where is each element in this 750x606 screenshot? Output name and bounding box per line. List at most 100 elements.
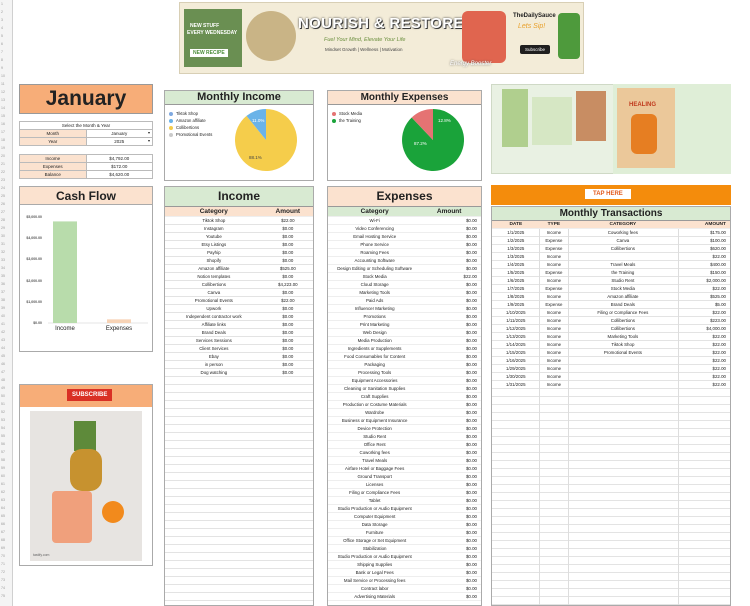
income-row-amount[interactable]: $0.00 <box>282 314 294 319</box>
transaction-date[interactable]: 1/3/2025 <box>507 246 525 251</box>
expenses-row-amount[interactable]: $0.00 <box>465 466 477 471</box>
expenses-row-amount[interactable]: $0.00 <box>465 346 477 351</box>
transaction-date[interactable]: 1/8/2025 <box>507 294 525 299</box>
income-row-amount[interactable]: $0.00 <box>282 242 294 247</box>
transaction-date[interactable]: 1/14/2025 <box>506 342 526 347</box>
expenses-row-amount[interactable]: $0.00 <box>465 298 477 303</box>
income-row-amount[interactable]: $0.00 <box>282 370 294 375</box>
transaction-category[interactable] <box>568 365 677 373</box>
transaction-amount[interactable]: $22.00 <box>712 334 726 339</box>
transaction-date[interactable]: 1/16/2025 <box>506 358 526 363</box>
transaction-amount[interactable]: $223.00 <box>710 318 726 323</box>
expenses-row-amount[interactable]: $0.00 <box>465 362 477 367</box>
transaction-date[interactable]: 1/29/2025 <box>506 366 526 371</box>
transaction-type[interactable]: Income <box>546 342 562 347</box>
income-row-amount[interactable]: $0.00 <box>282 322 294 327</box>
expenses-row-amount[interactable]: $0.00 <box>465 530 477 535</box>
expenses-row-amount[interactable]: $0.00 <box>465 242 477 247</box>
transaction-category[interactable]: Travel Meals <box>610 262 636 267</box>
expenses-row-amount[interactable]: $0.00 <box>465 378 477 383</box>
income-row-amount[interactable]: $0.00 <box>282 226 294 231</box>
transaction-category[interactable]: Amazon affiliate <box>607 294 639 299</box>
expenses-row-amount[interactable]: $0.00 <box>465 386 477 391</box>
transaction-type[interactable]: Income <box>546 318 562 323</box>
expenses-row-amount[interactable]: $0.00 <box>465 586 477 591</box>
tap-here-button[interactable]: TAP HERE <box>585 189 631 199</box>
transaction-type[interactable]: Income <box>546 310 562 315</box>
expenses-row-amount[interactable]: $0.00 <box>465 514 477 519</box>
expenses-row-amount[interactable]: $0.00 <box>465 554 477 559</box>
transaction-type[interactable]: Expense <box>545 270 563 275</box>
transaction-category[interactable] <box>568 373 677 381</box>
expenses-row-amount[interactable]: $0.00 <box>465 266 477 271</box>
expenses-row-amount[interactable]: $0.00 <box>465 258 477 263</box>
income-row-amount[interactable]: $0.00 <box>282 338 294 343</box>
transaction-amount[interactable]: $400.00 <box>710 262 726 267</box>
expenses-row-amount[interactable]: $0.00 <box>465 322 477 327</box>
transaction-type[interactable]: Income <box>546 262 562 267</box>
transaction-date[interactable]: 1/15/2025 <box>506 350 526 355</box>
expenses-row-amount[interactable]: $0.00 <box>465 218 477 223</box>
transaction-date[interactable]: 1/13/2025 <box>506 334 526 339</box>
expenses-row-amount[interactable]: $0.00 <box>465 234 477 239</box>
expenses-row-amount[interactable]: $0.00 <box>465 458 477 463</box>
transaction-category[interactable]: Brand Deals <box>610 302 635 307</box>
transaction-amount[interactable]: $525.00 <box>710 294 726 299</box>
transaction-category[interactable]: Collibertions <box>610 318 635 323</box>
transaction-type[interactable]: Income <box>546 350 562 355</box>
promo-image-2[interactable]: HEALING <box>613 84 731 174</box>
transaction-category[interactable]: Promotional Events <box>603 350 642 355</box>
banner-subscribe-button[interactable]: Subscribe <box>520 45 551 54</box>
transaction-type[interactable]: Income <box>546 278 562 283</box>
income-row-amount[interactable]: $22.00 <box>281 298 295 303</box>
expenses-row-amount[interactable]: $0.00 <box>465 226 477 231</box>
transaction-category[interactable]: Stock Media <box>610 286 635 291</box>
transaction-type[interactable]: Income <box>546 326 562 331</box>
income-row-amount[interactable]: $0.00 <box>282 330 294 335</box>
transaction-type[interactable]: Expense <box>545 238 563 243</box>
transaction-date[interactable]: 1/5/2025 <box>507 270 525 275</box>
transaction-date[interactable]: 1/7/2025 <box>507 286 525 291</box>
income-row-amount[interactable]: $0.00 <box>282 354 294 359</box>
income-row-amount[interactable]: $0.00 <box>282 250 294 255</box>
transaction-amount[interactable]: $22.00 <box>712 286 726 291</box>
transaction-amount[interactable]: $620.00 <box>710 246 726 251</box>
transaction-amount[interactable]: $175.00 <box>710 230 726 235</box>
expenses-row-amount[interactable]: $0.00 <box>465 498 477 503</box>
income-row-amount[interactable]: $22.00 <box>281 218 295 223</box>
expenses-row-amount[interactable]: $0.00 <box>465 482 477 487</box>
transaction-date[interactable]: 1/2/2025 <box>507 238 525 243</box>
transaction-date[interactable]: 1/11/2025 <box>506 318 526 323</box>
expenses-row-amount[interactable]: $0.00 <box>465 546 477 551</box>
transaction-amount[interactable]: $4,000.00 <box>706 326 726 331</box>
expenses-row-amount[interactable]: $0.00 <box>465 354 477 359</box>
transaction-type[interactable]: Income <box>546 366 562 371</box>
expenses-row-amount[interactable]: $0.00 <box>465 570 477 575</box>
expenses-row-amount[interactable]: $0.00 <box>465 562 477 567</box>
expenses-row-amount[interactable]: $0.00 <box>465 594 477 599</box>
transaction-amount[interactable]: $22.00 <box>712 366 726 371</box>
transaction-amount[interactable]: $22.00 <box>712 374 726 379</box>
transaction-type[interactable]: Expense <box>545 246 563 251</box>
transaction-amount[interactable]: $22.00 <box>712 254 726 259</box>
transaction-date[interactable]: 1/4/2025 <box>507 262 525 267</box>
transaction-type[interactable]: Income <box>546 254 562 259</box>
transaction-date[interactable]: 1/30/2025 <box>506 374 526 379</box>
transaction-type[interactable]: Income <box>546 382 562 387</box>
expenses-row-amount[interactable]: $0.00 <box>465 402 477 407</box>
expenses-row-amount[interactable]: $0.00 <box>465 290 477 295</box>
transaction-amount[interactable]: $22.00 <box>712 350 726 355</box>
transaction-category[interactable] <box>568 253 677 261</box>
transaction-amount[interactable]: $22.00 <box>712 310 726 315</box>
transaction-category[interactable]: Collibertions <box>610 246 635 251</box>
expenses-row-amount[interactable]: $0.00 <box>465 450 477 455</box>
expenses-row-amount[interactable]: $0.00 <box>465 426 477 431</box>
transaction-amount[interactable]: $22.00 <box>712 342 726 347</box>
income-row-amount[interactable]: $0.00 <box>282 306 294 311</box>
transaction-type[interactable]: Income <box>546 294 562 299</box>
promo-image-1[interactable] <box>491 84 616 174</box>
expenses-row-amount[interactable]: $0.00 <box>465 434 477 439</box>
tap-here-bar[interactable]: TAP HERE <box>491 185 731 205</box>
transaction-type[interactable]: Expense <box>545 302 563 307</box>
expenses-row-amount[interactable]: $0.00 <box>465 538 477 543</box>
